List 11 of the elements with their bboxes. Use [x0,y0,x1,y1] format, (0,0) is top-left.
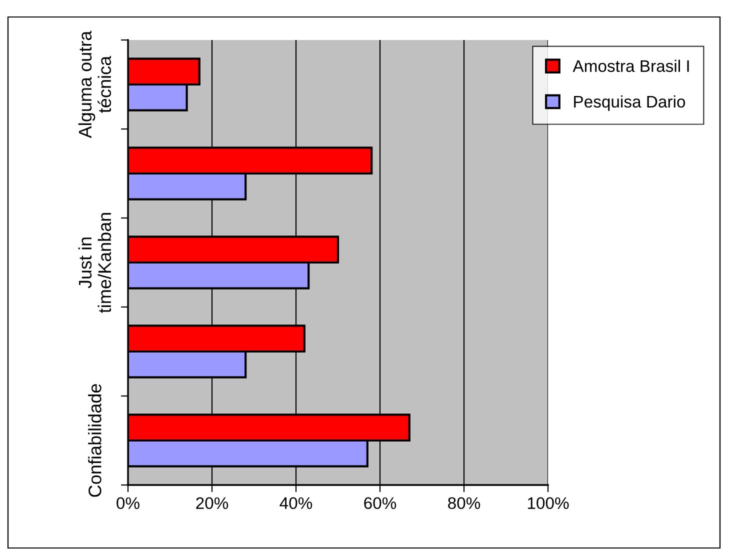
y-tick-label: Alguma outra técnica [78,30,112,138]
legend-label: Amostra Brasil I [572,60,689,72]
x-tick-label: 40% [280,497,312,510]
x-tick-label: 100% [528,497,569,510]
legend-label: Pesquisa Dario [574,95,686,111]
x-tick-label: 20% [196,497,228,510]
y-tick-label: Confiabilidade [88,384,102,497]
y-tick-label: Just in time/Kanban [78,212,112,313]
x-tick-label: 0% [116,497,140,510]
x-tick-label: 60% [364,497,396,510]
x-tick-label: 80% [448,497,480,510]
